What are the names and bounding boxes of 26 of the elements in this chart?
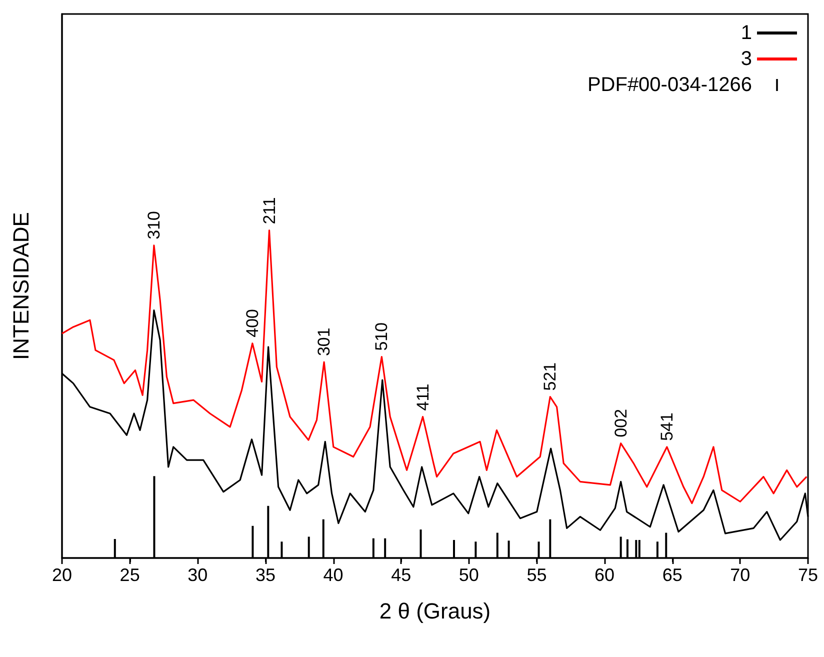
- annotation: 400: [242, 308, 262, 338]
- legend-label: PDF#00-034-1266: [587, 74, 752, 96]
- x-tick-label: 45: [391, 565, 412, 585]
- annotation: 301: [314, 328, 334, 356]
- legend-label: 3: [740, 48, 752, 70]
- x-tick-label: 50: [458, 565, 479, 585]
- x-tick-label: 75: [798, 565, 818, 585]
- annotation: 541: [657, 412, 676, 441]
- annotation: 310: [144, 210, 164, 240]
- x-axis-title: 2 θ (Graus): [379, 598, 491, 624]
- x-tick-label: 40: [323, 565, 344, 585]
- x-tick-label: 70: [730, 565, 750, 585]
- annotation: 521: [540, 362, 560, 391]
- x-tick-label: 55: [526, 565, 547, 585]
- annotation: 510: [372, 322, 392, 351]
- annotation: 411: [413, 384, 432, 411]
- x-tick-label: 65: [662, 565, 682, 585]
- x-tick-label: 35: [255, 565, 276, 585]
- x-tick-label: 60: [594, 565, 615, 585]
- annotation: 211: [260, 197, 279, 224]
- x-tick-label: 30: [188, 565, 208, 585]
- legend-label: 1: [740, 22, 752, 44]
- x-tick-label: 20: [52, 565, 72, 585]
- annotation: 002: [611, 408, 630, 438]
- y-axis-title: INTENSIDADE: [8, 212, 34, 360]
- x-tick-label: 25: [120, 565, 140, 585]
